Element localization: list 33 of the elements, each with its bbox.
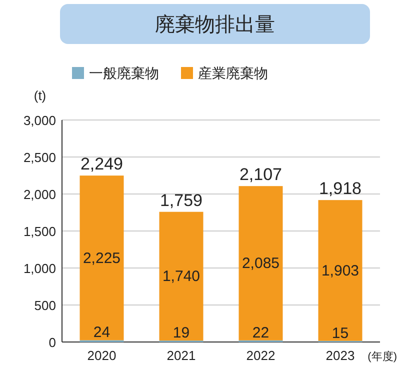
- x-tick-label: 2023: [326, 348, 355, 363]
- data-label: 22: [252, 324, 270, 342]
- data-label: 1,903: [321, 262, 360, 280]
- y-tick-label: 2,500: [23, 150, 56, 165]
- data-label: 19: [172, 324, 190, 342]
- x-axis-title: (年度): [368, 350, 397, 363]
- y-tick-label: 1,000: [23, 261, 56, 276]
- bar: [238, 186, 283, 340]
- y-axis-title: (t): [34, 88, 46, 103]
- data-label: 2,225: [82, 250, 121, 267]
- title: 廃棄物排出量: [60, 4, 370, 44]
- data-label: 24: [93, 324, 110, 342]
- total-label: 1,918: [318, 179, 362, 198]
- total-label: 1,759: [160, 190, 203, 210]
- x-tick-label: 2020: [87, 348, 116, 363]
- y-tick-label: 500: [34, 298, 56, 313]
- data-label: 1,740: [162, 268, 200, 286]
- legend-label: 一般廃棄物: [89, 65, 159, 81]
- bar: [318, 200, 362, 341]
- data-label: 2,085: [242, 255, 280, 272]
- y-tick-label: 1,500: [23, 224, 56, 239]
- total-label: 2,107: [239, 165, 282, 184]
- y-tick-label: 0: [48, 335, 56, 350]
- legend-label: 産業廃棄物: [198, 65, 268, 81]
- chart-title: 廃棄物排出量: [155, 13, 275, 36]
- x-tick-label: 2022: [246, 348, 276, 363]
- y-tick-label: 3,000: [23, 113, 56, 128]
- x-tick-label: 2021: [166, 348, 196, 363]
- total-label: 2,249: [80, 154, 124, 174]
- y-tick-label: 2,000: [23, 187, 56, 202]
- data-label: 15: [332, 324, 349, 342]
- bar: [159, 212, 204, 341]
- bar: [80, 176, 124, 340]
